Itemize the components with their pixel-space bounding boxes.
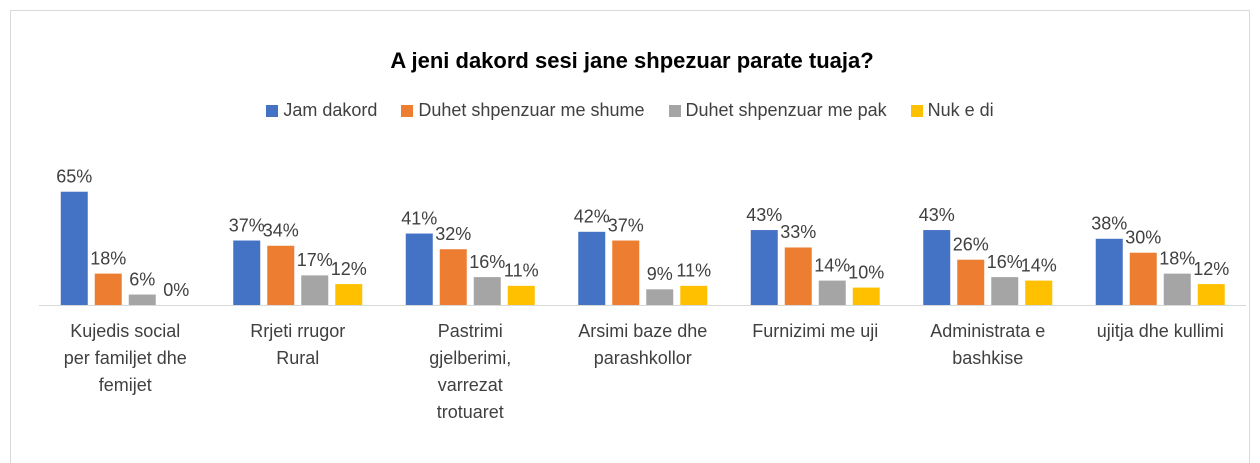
- bar: [818, 280, 846, 305]
- x-tick-label: Furnizimi me uji: [752, 321, 879, 341]
- bar: [784, 247, 812, 305]
- data-label: 12%: [1193, 259, 1229, 279]
- bar: [94, 273, 122, 305]
- data-label: 17%: [297, 250, 333, 270]
- bar: [507, 285, 535, 305]
- data-label: 33%: [780, 222, 816, 242]
- x-tick-label: Administrata e bashkise: [930, 321, 1046, 368]
- data-label: 16%: [987, 252, 1023, 272]
- chart-title: A jeni dakord sesi jane shpezuar parate …: [390, 48, 873, 73]
- data-label: 9%: [647, 264, 673, 284]
- data-label: 16%: [469, 252, 505, 272]
- bar: [680, 285, 708, 305]
- data-label: 6%: [129, 269, 155, 289]
- data-label: 38%: [1091, 214, 1127, 234]
- bar: [646, 289, 674, 305]
- bar: [1025, 280, 1053, 305]
- data-label: 11%: [676, 261, 711, 281]
- chart-border: [10, 10, 1250, 463]
- data-label: 65%: [56, 166, 92, 186]
- bar: [1163, 273, 1191, 305]
- legend-label: Nuk e di: [927, 100, 994, 120]
- legend-item: Duhet shpenzuar me pak: [668, 100, 887, 121]
- data-label: 11%: [504, 261, 539, 281]
- legend-swatch: [401, 104, 414, 117]
- data-label: 43%: [919, 205, 955, 225]
- bar: [301, 275, 329, 305]
- bar: [60, 191, 88, 305]
- x-tick-label: Arsimi baze dhe parashkollor: [578, 321, 708, 368]
- data-label: 12%: [331, 259, 367, 279]
- data-label: 30%: [1125, 227, 1161, 247]
- bar: [1129, 252, 1157, 305]
- data-label: 18%: [90, 248, 126, 268]
- legend-item: Duhet shpenzuar me shume: [401, 100, 645, 121]
- data-label: 14%: [814, 255, 850, 275]
- data-label: 32%: [435, 224, 471, 244]
- legend: Jam dakord Duhet shpenzuar me shume Duhet …: [0, 100, 1260, 121]
- x-tick-label: ujitja dhe kullimi: [1096, 321, 1224, 341]
- data-label: 37%: [608, 215, 644, 235]
- bar: [128, 294, 156, 305]
- bar: [405, 233, 433, 305]
- bar: [439, 249, 467, 305]
- bar: [750, 230, 778, 305]
- data-label: 14%: [1021, 255, 1057, 275]
- data-label: 34%: [263, 220, 299, 240]
- legend-label: Duhet shpenzuar me shume: [418, 100, 645, 120]
- x-tick-label: Kujedis social per familjet dhe femijet: [63, 321, 187, 395]
- data-label: 10%: [848, 262, 884, 282]
- bar: [1197, 284, 1225, 305]
- legend-item: Nuk e di: [910, 100, 994, 121]
- bar: [991, 277, 1019, 305]
- legend-swatch: [910, 104, 923, 117]
- data-label: 37%: [229, 215, 265, 235]
- data-label: 18%: [1159, 248, 1195, 268]
- legend-label: Jam dakord: [283, 100, 378, 120]
- bar: [1095, 238, 1123, 305]
- legend-label: Duhet shpenzuar me pak: [685, 100, 887, 120]
- data-label: 26%: [953, 234, 989, 254]
- data-label: 42%: [574, 207, 610, 227]
- bar: [957, 259, 985, 305]
- data-label: 43%: [746, 205, 782, 225]
- bar: [267, 245, 295, 305]
- bar: [233, 240, 261, 305]
- data-label: 41%: [401, 208, 437, 228]
- legend-swatch: [266, 104, 279, 117]
- bar: [473, 277, 501, 305]
- bar: [578, 231, 606, 305]
- legend-swatch: [668, 104, 681, 117]
- bar: [335, 284, 363, 305]
- legend-item: Jam dakord: [266, 100, 377, 121]
- x-tick-label: Pastrimi gjelberimi, varrezat trotuaret: [429, 321, 512, 422]
- bar: [852, 287, 880, 305]
- bar: [612, 240, 640, 305]
- x-tick-label: Rrjeti rrugor Rural: [250, 321, 346, 368]
- data-label: 0%: [163, 280, 189, 300]
- bar: [923, 230, 951, 305]
